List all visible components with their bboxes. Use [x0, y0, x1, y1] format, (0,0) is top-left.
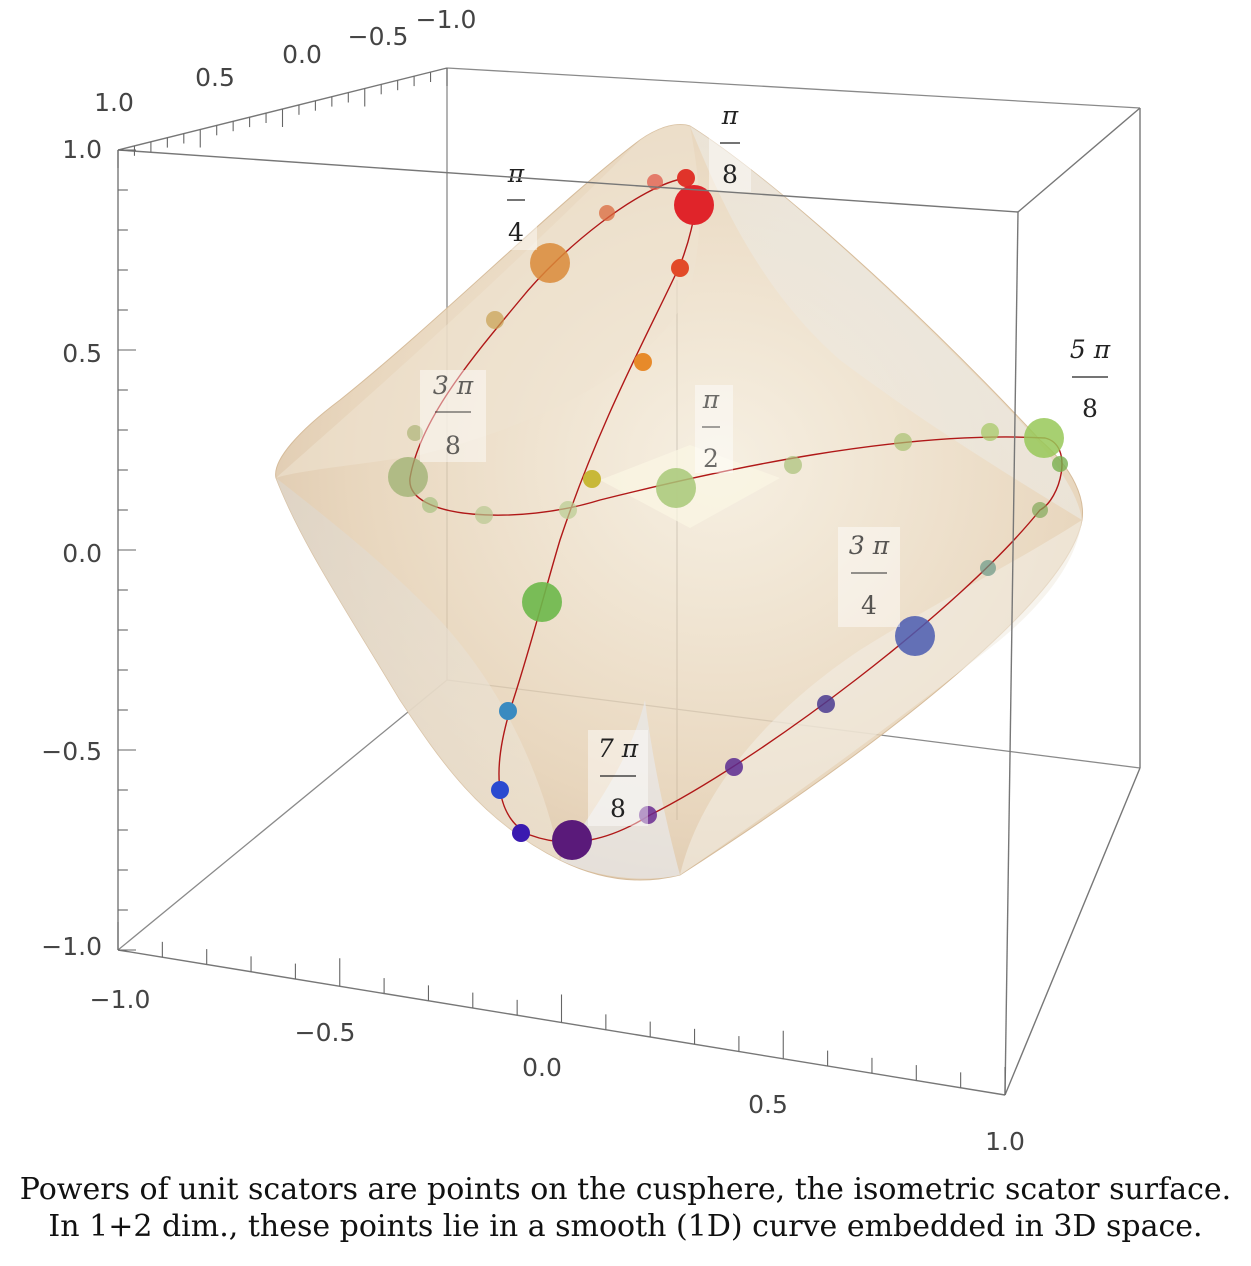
- curve-point: [499, 702, 517, 720]
- curve-point-large: [1024, 418, 1064, 458]
- angle-label-pi-over-4: π 4: [507, 159, 525, 247]
- curve-point-large: [388, 457, 428, 497]
- angle-label-3pi-over-8: 3 π 8: [433, 371, 474, 460]
- curve-points: [388, 169, 1068, 860]
- curve-point-large: [530, 243, 570, 283]
- angle-label-pi-over-2: π 2: [702, 385, 720, 473]
- angle-label-5pi-over-8: 5 π 8: [1070, 335, 1111, 423]
- left-axis-labels: 1.0 0.5 0.0 −0.5 −1.0: [41, 135, 102, 961]
- curve-point: [583, 470, 601, 488]
- bottom-tick-label: 1.0: [985, 1127, 1025, 1156]
- svg-text:5 π: 5 π: [1070, 335, 1111, 364]
- curve-point: [512, 824, 530, 842]
- svg-text:8: 8: [445, 431, 461, 460]
- axis-tick-marks: [117, 68, 1006, 1095]
- curve-point: [647, 174, 663, 190]
- curve-point-large: [674, 185, 714, 225]
- top-tick-label: 0.5: [195, 63, 235, 92]
- curve-point: [639, 806, 657, 824]
- curve-point: [784, 456, 802, 474]
- svg-text:4: 4: [861, 591, 877, 620]
- angle-label-pi-over-8: π 8: [720, 101, 740, 189]
- left-tick-label: 0.0: [62, 539, 102, 568]
- top-axis-labels: 1.0 0.5 0.0 −0.5 −1.0: [94, 5, 476, 117]
- left-tick-label: −1.0: [41, 932, 102, 961]
- angle-label-backgrounds: [420, 100, 1112, 826]
- bottom-tick-label: −1.0: [90, 985, 151, 1014]
- top-tick-label: 0.0: [282, 40, 322, 69]
- svg-text:π: π: [507, 159, 525, 188]
- left-tick-label: 1.0: [62, 135, 102, 164]
- cusphere-3d-plot: π 8 π 4 3 π 8 π 2 5 π 8 3 π 4 7 π 8: [41, 5, 1141, 1156]
- curve-point: [981, 423, 999, 441]
- svg-text:π: π: [702, 385, 720, 414]
- curve-point-large: [895, 616, 935, 656]
- bottom-tick-label: 0.5: [748, 1090, 788, 1119]
- curve-point: [817, 695, 835, 713]
- bottom-tick-label: −0.5: [295, 1018, 356, 1047]
- curve-point: [422, 497, 438, 513]
- svg-text:7 π: 7 π: [598, 734, 639, 763]
- curve-point: [634, 353, 652, 371]
- top-tick-label: 1.0: [94, 88, 134, 117]
- svg-text:3 π: 3 π: [849, 531, 890, 560]
- curve-point: [407, 425, 423, 441]
- bottom-tick-label: 0.0: [522, 1053, 562, 1082]
- curve-point: [599, 205, 615, 221]
- curve-point: [559, 501, 577, 519]
- left-tick-label: −0.5: [41, 737, 102, 766]
- curve-point-large: [522, 582, 562, 622]
- angle-label-3pi-over-4: 3 π 4: [849, 531, 890, 620]
- caption-line-2: In 1+2 dim., these points lie in a smoot…: [48, 1208, 1203, 1244]
- svg-text:4: 4: [508, 218, 524, 247]
- curve-point: [486, 311, 504, 329]
- svg-text:8: 8: [722, 160, 738, 189]
- curve-point: [491, 781, 509, 799]
- curve-point: [1052, 456, 1068, 472]
- svg-text:2: 2: [703, 444, 719, 473]
- svg-text:8: 8: [1082, 394, 1098, 423]
- curve-point: [475, 506, 493, 524]
- svg-text:π: π: [721, 101, 739, 130]
- curve-point: [725, 758, 743, 776]
- svg-text:3 π: 3 π: [433, 371, 474, 400]
- top-tick-label: −1.0: [416, 5, 477, 34]
- figure-caption: Powers of unit scators are points on the…: [0, 1172, 1251, 1245]
- svg-text:8: 8: [610, 794, 626, 823]
- bottom-axis-labels: −1.0 −0.5 0.0 0.5 1.0: [90, 985, 1025, 1156]
- curve-point: [677, 169, 695, 187]
- left-tick-label: 0.5: [62, 339, 102, 368]
- curve-point-large: [656, 468, 696, 508]
- caption-line-1: Powers of unit scators are points on the…: [19, 1172, 1232, 1207]
- top-tick-label: −0.5: [348, 22, 409, 51]
- curve-point: [894, 433, 912, 451]
- curve-point-large: [552, 820, 592, 860]
- curve-point: [980, 560, 996, 576]
- curve-point: [1032, 502, 1048, 518]
- curve-point: [671, 259, 689, 277]
- angle-label-7pi-over-8: 7 π 8: [598, 734, 639, 823]
